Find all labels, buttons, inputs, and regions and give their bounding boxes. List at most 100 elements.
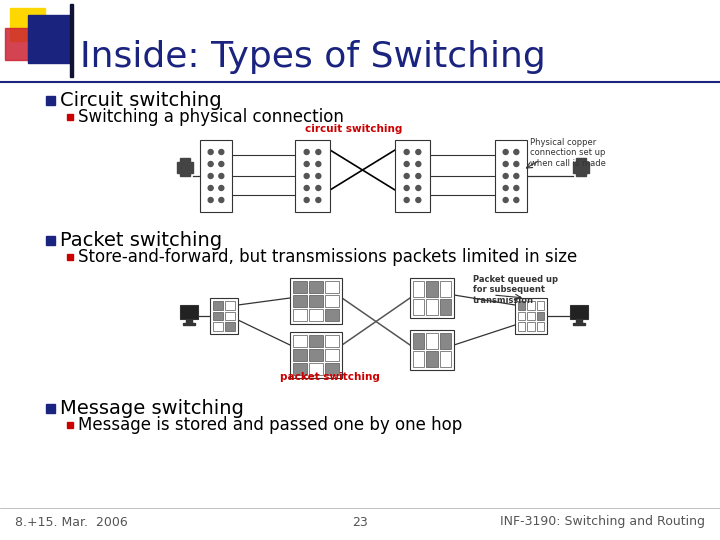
Bar [536,322,544,331]
Bar [28,15,70,63]
Circle shape [316,186,321,191]
Circle shape [503,198,508,202]
Bar [570,305,588,319]
Bar [325,309,339,321]
Bar [527,301,535,309]
Circle shape [219,198,224,202]
Circle shape [208,186,213,191]
Bar [426,281,438,297]
Bar [395,140,430,212]
Circle shape [404,150,409,154]
Circle shape [316,198,321,202]
Bar [210,298,238,334]
Bar [440,281,451,297]
Bar [518,322,526,331]
Bar [186,319,192,323]
Circle shape [416,150,420,154]
Circle shape [416,173,420,179]
Bar [325,363,339,375]
Circle shape [304,173,309,179]
Circle shape [416,198,420,202]
Text: INF-3190: Switching and Routing: INF-3190: Switching and Routing [500,516,705,529]
Circle shape [316,150,321,154]
Bar [413,281,424,297]
Circle shape [404,173,409,179]
Bar [527,312,535,320]
Bar [576,158,586,165]
Bar [309,281,323,293]
Circle shape [219,161,224,166]
Circle shape [304,150,309,154]
Text: Message switching: Message switching [60,399,244,417]
Bar [293,281,307,293]
Bar [180,305,198,319]
Bar [325,335,339,347]
Bar [225,322,235,331]
Text: Packet queued up
for subsequent
transmission: Packet queued up for subsequent transmis… [473,275,558,305]
Bar [309,295,323,307]
Bar [67,254,73,260]
Bar [309,335,323,347]
Bar [180,171,190,176]
Bar [70,4,73,77]
Circle shape [514,173,519,179]
Bar [180,158,190,165]
Text: 23: 23 [352,516,368,529]
Bar [518,312,526,320]
Circle shape [208,161,213,166]
Bar [45,403,55,413]
Bar [213,312,223,320]
Text: Store-and-forward, but transmissions packets limited in size: Store-and-forward, but transmissions pac… [78,248,577,266]
Bar [0,0,720,82]
Bar [213,322,223,331]
Bar [573,162,589,173]
Bar [309,363,323,375]
Text: 8.+15. Mar.  2006: 8.+15. Mar. 2006 [15,516,127,529]
Bar [536,312,544,320]
Circle shape [208,198,213,202]
Bar [225,312,235,320]
Circle shape [416,161,420,166]
Circle shape [514,198,519,202]
Bar [293,349,307,361]
Bar [426,333,438,349]
Bar [177,162,193,173]
Text: Switching a physical connection: Switching a physical connection [78,108,344,126]
Circle shape [208,173,213,179]
Circle shape [503,161,508,166]
Bar [413,299,424,315]
Bar [295,140,330,212]
Circle shape [514,150,519,154]
Bar [5,28,37,60]
Circle shape [503,186,508,191]
Bar [309,309,323,321]
Text: Physical copper
connection set up
when call is made: Physical copper connection set up when c… [530,138,606,168]
Bar [426,351,438,367]
Bar [413,333,424,349]
Circle shape [219,173,224,179]
Bar [67,114,73,120]
Bar [200,140,232,212]
Bar [440,351,451,367]
Text: Circuit switching: Circuit switching [60,91,222,110]
Bar [325,295,339,307]
Bar [183,323,195,325]
Circle shape [304,161,309,166]
Bar [573,323,585,325]
Bar [426,299,438,315]
Bar [536,301,544,309]
Bar [293,335,307,347]
Bar [518,301,526,309]
Bar [293,363,307,375]
Bar [527,322,535,331]
Circle shape [404,198,409,202]
Bar [440,333,451,349]
Text: Message is stored and passed one by one hop: Message is stored and passed one by one … [78,416,462,434]
Text: Packet switching: Packet switching [60,231,222,249]
Circle shape [219,150,224,154]
Circle shape [304,186,309,191]
Bar [410,278,454,318]
Bar [325,349,339,361]
Circle shape [316,173,321,179]
Circle shape [503,150,508,154]
